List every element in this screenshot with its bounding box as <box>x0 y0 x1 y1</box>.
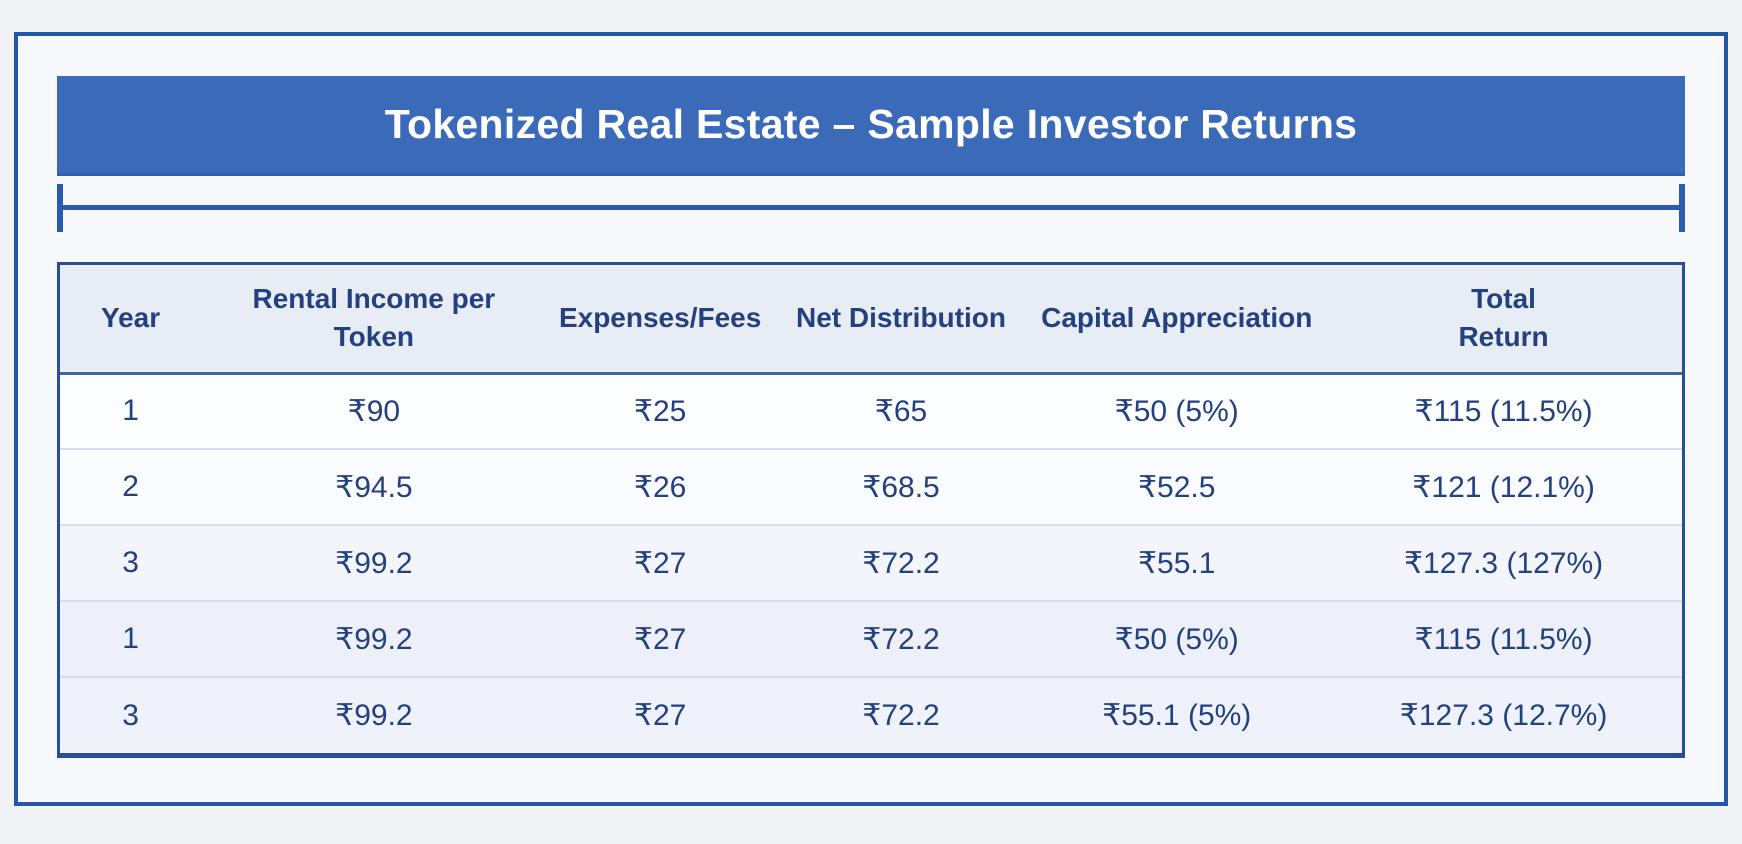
column-header-total-return: Total Return <box>1325 265 1682 375</box>
cell-rental-income: ₹90 <box>347 394 401 428</box>
cell-expenses-fees: ₹25 <box>633 394 687 428</box>
cell-rental-income: ₹99.2 <box>201 676 547 753</box>
table-row: 1 ₹90 ₹25 ₹65 ₹50 (5%) ₹115 (11.5%) <box>60 373 1682 449</box>
cell-net-distribution: ₹72.2 <box>773 524 1029 601</box>
cell-expenses-fees: ₹26 <box>546 448 774 525</box>
column-header-net-distribution: Net Distribution <box>773 265 1029 375</box>
returns-table-grid: Year Rental Income per Token Expenses/Fe… <box>60 265 1682 753</box>
cell-net-distribution: ₹72.2 <box>773 600 1029 677</box>
divider-rule <box>57 184 1685 232</box>
cell-capital-appreciation: ₹50 (5%) <box>1028 600 1326 677</box>
cell-capital-appreciation: ₹50 (5%) <box>1114 394 1239 428</box>
page-title: Tokenized Real Estate – Sample Investor … <box>384 101 1358 147</box>
cell-total-return: ₹115 (11.5%) <box>1414 394 1593 428</box>
cell-total-return: ₹115 (11.5%) <box>1325 600 1682 677</box>
cell-capital-appreciation: ₹52.5 <box>1028 448 1326 525</box>
cell-rental-income: ₹94.5 <box>201 448 547 525</box>
cell-year: 1 <box>122 394 139 428</box>
divider-line <box>57 205 1685 210</box>
cell-capital-appreciation: ₹55.1 (5%) <box>1028 676 1326 753</box>
cell-year: 2 <box>60 448 202 525</box>
divider-right-tick <box>1679 184 1685 232</box>
cell-rental-income: ₹99.2 <box>201 524 547 601</box>
column-header-capital-appreciation: Capital Appreciation <box>1028 265 1326 375</box>
cell-net-distribution: ₹72.2 <box>773 676 1029 753</box>
cell-total-return: ₹127.3 (12.7%) <box>1325 676 1682 753</box>
cell-rental-income: ₹99.2 <box>201 600 547 677</box>
outer-frame: Tokenized Real Estate – Sample Investor … <box>14 32 1728 806</box>
column-header-rental-income: Rental Income per Token <box>201 265 547 375</box>
table-row: 3 ₹99.2 ₹27 ₹72.2 ₹55.1 ₹127.3 (127%) <box>60 524 1682 601</box>
cell-total-return: ₹121 (12.1%) <box>1325 448 1682 525</box>
cell-year: 3 <box>60 676 202 753</box>
cell-expenses-fees: ₹27 <box>546 524 774 601</box>
cell-expenses-fees: ₹27 <box>546 676 774 753</box>
cell-capital-appreciation: ₹55.1 <box>1028 524 1326 601</box>
title-banner: Tokenized Real Estate – Sample Investor … <box>57 76 1685 176</box>
table-row: 1 ₹99.2 ₹27 ₹72.2 ₹50 (5%) ₹115 (11.5%) <box>60 600 1682 677</box>
cell-expenses-fees: ₹27 <box>546 600 774 677</box>
cell-year: 1 <box>60 600 202 677</box>
cell-net-distribution: ₹68.5 <box>773 448 1029 525</box>
header-row: Year Rental Income per Token Expenses/Fe… <box>60 265 1682 375</box>
cell-total-return: ₹127.3 (127%) <box>1325 524 1682 601</box>
column-header-year: Year <box>60 265 202 375</box>
table-row: 2 ₹94.5 ₹26 ₹68.5 ₹52.5 ₹121 (12.1%) <box>60 448 1682 525</box>
returns-table: Year Rental Income per Token Expenses/Fe… <box>57 262 1685 758</box>
cell-net-distribution: ₹65 <box>874 394 928 428</box>
column-header-expenses-fees: Expenses/Fees <box>546 265 774 375</box>
cell-year: 3 <box>60 524 202 601</box>
table-row: 3 ₹99.2 ₹27 ₹72.2 ₹55.1 (5%) ₹127.3 (12.… <box>60 676 1682 753</box>
